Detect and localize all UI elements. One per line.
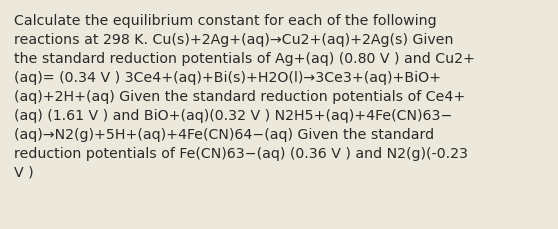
Text: Calculate the equilibrium constant for each of the following
reactions at 298 K.: Calculate the equilibrium constant for e…: [14, 14, 475, 179]
